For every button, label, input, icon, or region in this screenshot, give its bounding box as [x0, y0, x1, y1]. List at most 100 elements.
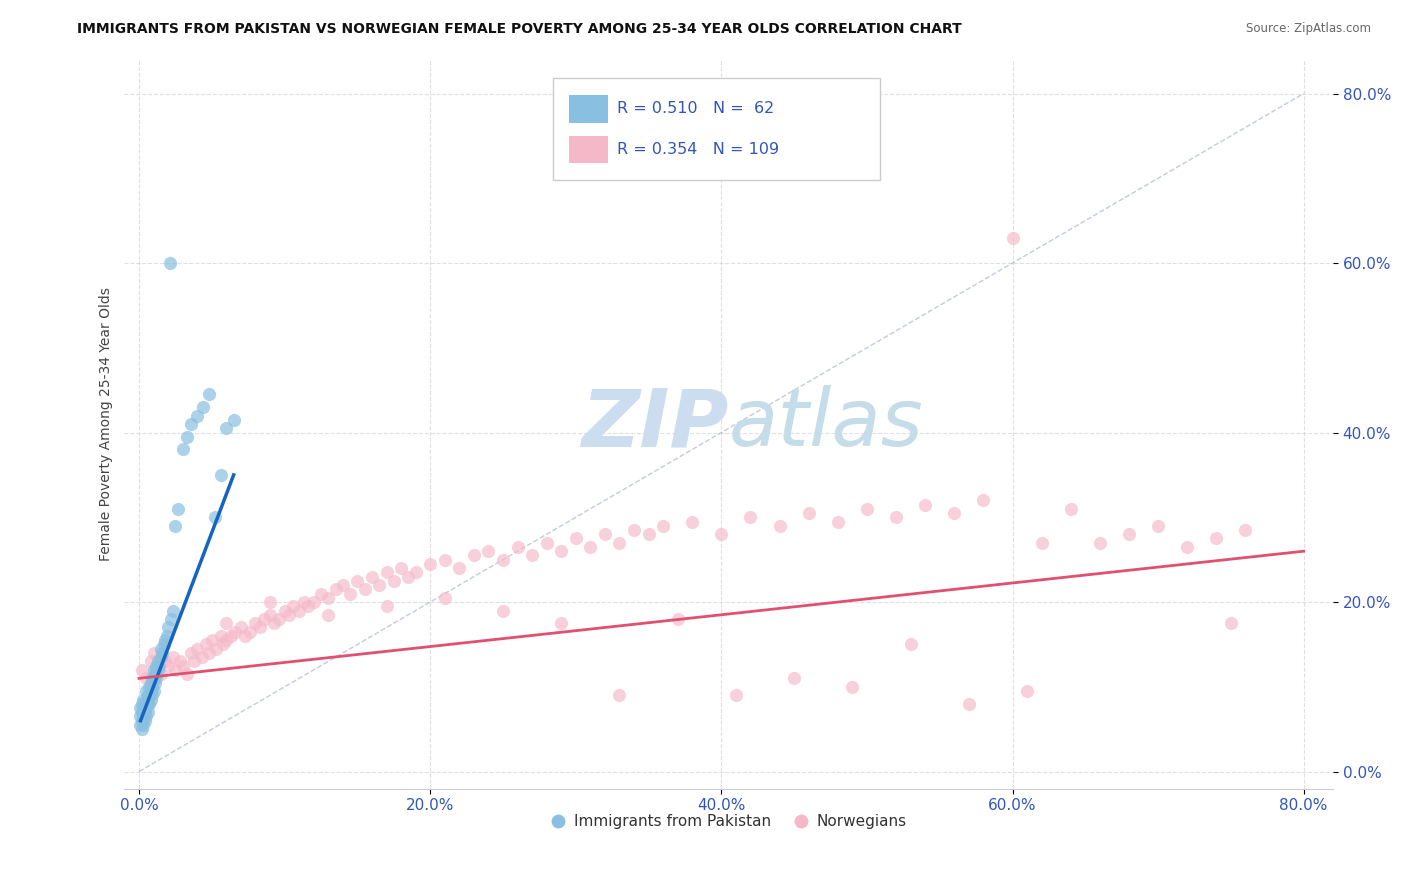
Point — [1015, 684, 1038, 698]
Point — [302, 595, 325, 609]
FancyBboxPatch shape — [569, 95, 607, 123]
Text: IMMIGRANTS FROM PAKISTAN VS NORWEGIAN FEMALE POVERTY AMONG 25-34 YEAR OLDS CORRE: IMMIGRANTS FROM PAKISTAN VS NORWEGIAN FE… — [77, 22, 962, 37]
Point — [138, 680, 160, 694]
Point — [382, 574, 405, 588]
Point — [1219, 616, 1241, 631]
Point — [135, 692, 157, 706]
Point — [152, 637, 174, 651]
Point — [245, 616, 267, 631]
Point — [142, 671, 165, 685]
Point — [215, 421, 238, 435]
Point — [155, 633, 177, 648]
Point — [339, 586, 361, 600]
Point — [224, 624, 246, 639]
Point — [142, 663, 165, 677]
Point — [167, 501, 190, 516]
Point — [186, 409, 208, 423]
Point — [145, 671, 167, 685]
Point — [1001, 230, 1024, 244]
Point — [375, 599, 398, 614]
Point — [131, 663, 153, 677]
Point — [183, 654, 205, 668]
Point — [492, 603, 515, 617]
Point — [637, 527, 659, 541]
Point — [375, 566, 398, 580]
Point — [841, 680, 863, 694]
Point — [162, 603, 184, 617]
Point — [273, 603, 295, 617]
Point — [506, 540, 529, 554]
Point — [180, 417, 202, 431]
Point — [797, 506, 820, 520]
Point — [215, 616, 238, 631]
Point — [316, 607, 339, 622]
Point — [143, 675, 166, 690]
Point — [957, 697, 980, 711]
Point — [943, 506, 966, 520]
Point — [253, 612, 276, 626]
Point — [186, 641, 208, 656]
Point — [148, 658, 170, 673]
Point — [666, 612, 689, 626]
Point — [139, 654, 162, 668]
Point — [353, 582, 375, 597]
Point — [162, 650, 184, 665]
Point — [477, 544, 499, 558]
Point — [165, 518, 187, 533]
Point — [180, 646, 202, 660]
Text: atlas: atlas — [728, 385, 924, 463]
Point — [219, 629, 242, 643]
Point — [212, 637, 235, 651]
Point — [172, 658, 194, 673]
Point — [149, 650, 172, 665]
Point — [176, 430, 198, 444]
Text: ZIP: ZIP — [581, 385, 728, 463]
Point — [136, 688, 159, 702]
FancyBboxPatch shape — [569, 136, 607, 163]
Point — [156, 629, 179, 643]
Point — [190, 650, 212, 665]
Point — [135, 671, 157, 685]
Point — [492, 552, 515, 566]
Point — [209, 467, 232, 482]
Point — [724, 688, 747, 702]
Point — [609, 535, 631, 549]
Point — [191, 400, 214, 414]
Point — [1234, 523, 1257, 537]
Point — [1205, 532, 1227, 546]
Point — [368, 578, 391, 592]
Point — [215, 633, 238, 648]
Point — [1060, 501, 1083, 516]
Point — [361, 569, 384, 583]
Point — [172, 442, 194, 457]
Point — [136, 705, 159, 719]
Point — [198, 387, 221, 401]
Point — [1175, 540, 1198, 554]
Point — [1031, 535, 1053, 549]
Point — [1118, 527, 1140, 541]
Point — [396, 569, 419, 583]
Point — [652, 518, 675, 533]
Point — [149, 667, 172, 681]
Point — [138, 697, 160, 711]
Point — [283, 599, 305, 614]
Point — [288, 603, 311, 617]
Point — [146, 654, 169, 668]
Point — [768, 518, 790, 533]
Point — [134, 697, 156, 711]
Point — [249, 620, 271, 634]
Point — [169, 654, 191, 668]
Point — [856, 501, 879, 516]
Point — [593, 527, 616, 541]
Point — [176, 667, 198, 681]
Point — [150, 646, 173, 660]
Point — [827, 515, 849, 529]
Point — [222, 413, 245, 427]
Point — [239, 624, 262, 639]
Point — [129, 718, 152, 732]
Point — [135, 709, 157, 723]
FancyBboxPatch shape — [554, 78, 880, 180]
Point — [229, 620, 252, 634]
Point — [972, 493, 994, 508]
Point — [449, 561, 471, 575]
